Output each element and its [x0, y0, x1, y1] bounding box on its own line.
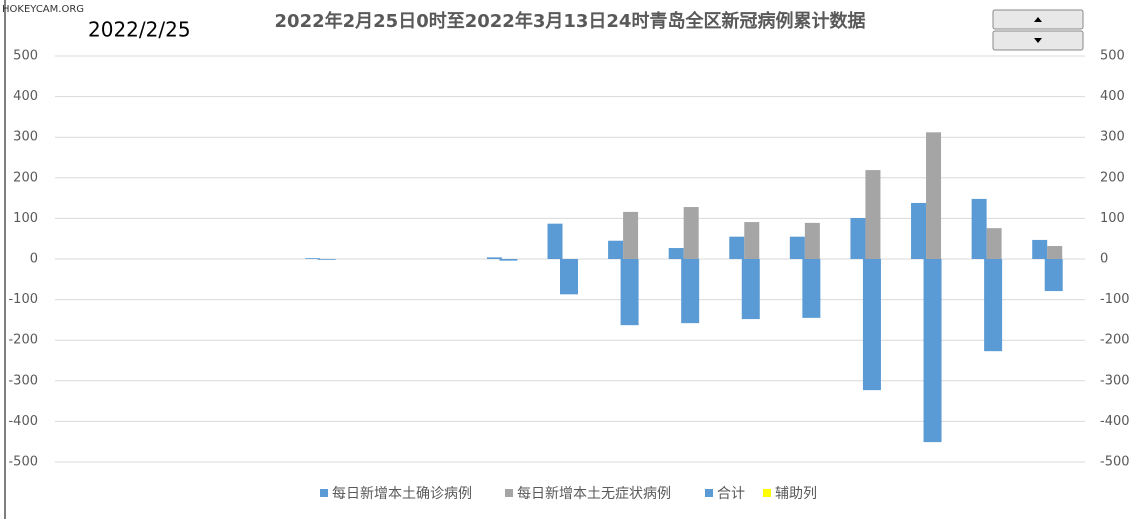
bar: [911, 202, 927, 259]
y2-tick-label: 200: [1100, 170, 1125, 185]
legend-swatch: [763, 489, 771, 497]
bar: [560, 259, 578, 295]
legend-swatch: [705, 489, 713, 497]
bar: [486, 257, 502, 259]
bar: [317, 259, 336, 260]
y2-tick-label: 300: [1100, 130, 1125, 145]
date-label: 2022/2/25: [88, 18, 191, 42]
y-tick-label: -500: [8, 455, 38, 470]
bar: [623, 211, 639, 259]
bar: [971, 198, 987, 259]
y-tick-label: -300: [8, 373, 38, 388]
y2-tick-label: -300: [1100, 373, 1130, 388]
up-arrow: [1034, 17, 1042, 22]
spinner-up[interactable]: [992, 9, 1084, 30]
legend-label: 辅助列: [775, 486, 817, 502]
bar: [850, 217, 866, 259]
spinner-down[interactable]: [992, 30, 1084, 51]
y-tick-label: -400: [8, 414, 38, 429]
y2-tick-label: 500: [1100, 49, 1125, 64]
y2-tick-label: -400: [1100, 414, 1130, 429]
bar: [802, 259, 821, 318]
y2-tick-label: -500: [1100, 455, 1130, 470]
bar: [305, 258, 321, 259]
bar: [681, 259, 700, 324]
bar: [741, 259, 760, 320]
y-tick-label: 200: [13, 170, 38, 185]
legend-label: 每日新增本土确诊病例: [332, 486, 472, 502]
y-tick-label: 400: [13, 89, 38, 104]
y2-tick-label: 100: [1100, 211, 1125, 226]
y-tick-label: 300: [13, 130, 38, 145]
legend-label: 合计: [717, 486, 745, 502]
bar: [608, 240, 624, 259]
bar: [1047, 246, 1063, 259]
y-tick-label: 500: [13, 49, 38, 64]
bar: [789, 236, 805, 259]
bar: [926, 132, 942, 259]
y-tick-label: -100: [8, 292, 38, 307]
bar: [620, 259, 639, 326]
chart-title: 2022年2月25日0时至2022年3月13日24时青岛全区新冠病例累计数据: [275, 10, 866, 32]
bar: [1032, 239, 1048, 259]
bar: [862, 259, 881, 391]
legend-swatch: [505, 489, 513, 497]
down-arrow: [1034, 38, 1042, 43]
bar: [984, 259, 1003, 352]
bar: [923, 259, 942, 443]
bar: [986, 228, 1002, 259]
legend-label: 每日新增本土无症状病例: [517, 486, 671, 502]
y2-tick-label: -100: [1100, 292, 1130, 307]
y2-tick-label: -200: [1100, 333, 1130, 348]
bar: [547, 223, 563, 259]
bar: [804, 222, 820, 259]
bar: [1044, 259, 1063, 292]
bar: [499, 259, 518, 261]
legend-swatch: [320, 489, 328, 497]
watermark: HOKEYCAM.ORG: [2, 4, 84, 15]
y-tick-label: 0: [30, 252, 38, 267]
bar: [683, 207, 699, 259]
bar: [744, 222, 760, 259]
bar: [865, 170, 881, 259]
y-tick-label: 100: [13, 211, 38, 226]
y-tick-label: -200: [8, 333, 38, 348]
bar: [668, 248, 684, 259]
y2-tick-label: 400: [1100, 89, 1125, 104]
bar: [729, 236, 745, 259]
y2-tick-label: 0: [1100, 252, 1108, 267]
